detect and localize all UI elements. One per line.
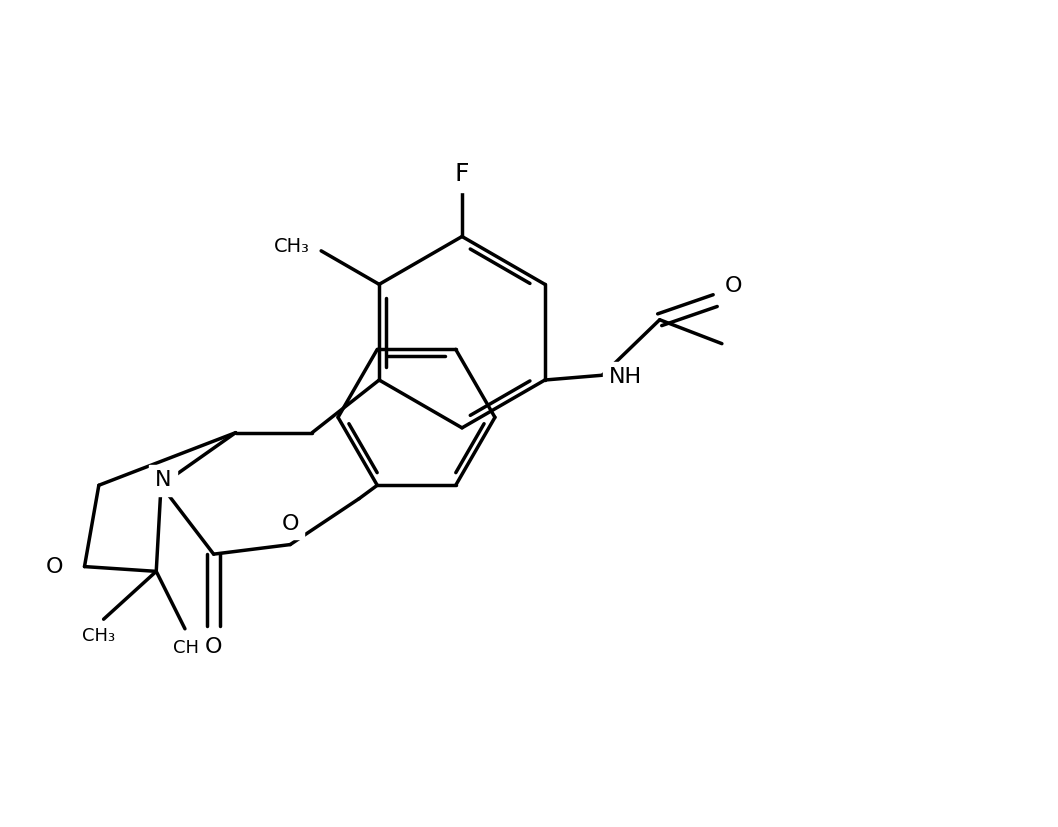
Text: O: O (281, 514, 299, 533)
Text: NH: NH (609, 367, 642, 387)
Text: CH₃: CH₃ (83, 628, 115, 645)
Text: O: O (45, 557, 63, 576)
Text: N: N (154, 471, 171, 490)
Text: CH₃: CH₃ (274, 237, 310, 256)
Text: F: F (455, 162, 470, 186)
Text: O: O (205, 637, 222, 657)
Text: CH₃: CH₃ (174, 639, 206, 657)
Text: O: O (725, 276, 743, 296)
